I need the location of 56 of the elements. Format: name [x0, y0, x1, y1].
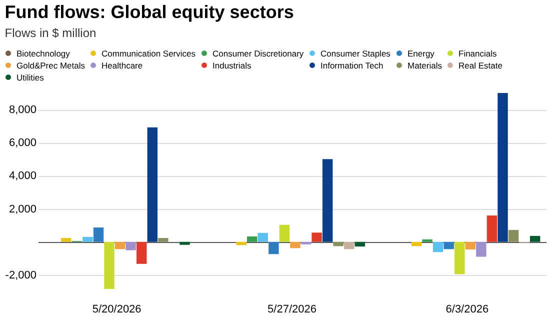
legend-label: Financials [458, 48, 497, 58]
legend-label: Materials [408, 60, 442, 70]
legend-label: Consumer Staples [320, 48, 390, 58]
bar [354, 242, 366, 246]
bar [432, 242, 444, 252]
x-tick-label: 5/27/2026 [268, 304, 316, 316]
bar [104, 242, 114, 289]
bar [158, 238, 168, 242]
legend-label: Real Estate [458, 60, 503, 70]
bar [465, 242, 476, 250]
bar [236, 242, 246, 246]
legend-label: Healthcare [102, 60, 143, 70]
legend-label: Gold&Prec Metals [16, 60, 85, 70]
bar [498, 93, 508, 242]
x-tick-label: 5/20/2026 [92, 304, 142, 316]
bar [147, 127, 158, 242]
chart-title: Fund flows: Global equity sectors [4, 2, 294, 22]
bar [268, 242, 279, 254]
legend-label: Industrials [212, 60, 252, 70]
legend-label: Energy [408, 48, 436, 58]
bar [508, 230, 519, 242]
y-tick-label: 6,000 [8, 137, 36, 150]
legend-label: Utilities [16, 72, 44, 82]
bar [136, 242, 147, 264]
legend-label: Information Tech [320, 60, 384, 70]
bar [279, 224, 290, 242]
bar [333, 242, 344, 246]
bar [344, 242, 354, 250]
bar [312, 232, 322, 242]
bar [322, 159, 333, 242]
y-tick-label: 2,000 [8, 203, 36, 216]
bar [530, 236, 540, 242]
bar [411, 242, 422, 246]
bar [93, 227, 104, 242]
x-tick-label: 6/3/2026 [446, 304, 489, 316]
bar [290, 242, 300, 248]
bar [246, 236, 258, 242]
bar [454, 242, 465, 274]
y-tick-label: 8,000 [8, 104, 36, 116]
bar [114, 242, 126, 250]
y-tick-label: 4,000 [8, 170, 36, 182]
bar [476, 242, 486, 257]
bar [258, 232, 268, 242]
bar [486, 216, 498, 242]
y-tick-label: -2,000 [5, 269, 36, 282]
bar [300, 242, 312, 244]
legend-label: Consumer Discretionary [212, 48, 304, 58]
bar [126, 242, 136, 250]
legend-label: Communication Services [102, 48, 196, 58]
bar [61, 238, 72, 242]
bar [180, 242, 190, 245]
chart-subtitle: Flows in $ million [4, 26, 96, 40]
bar [82, 236, 93, 242]
bar [444, 242, 454, 250]
bar [422, 239, 432, 242]
legend-label: Biotechnology [16, 48, 71, 58]
